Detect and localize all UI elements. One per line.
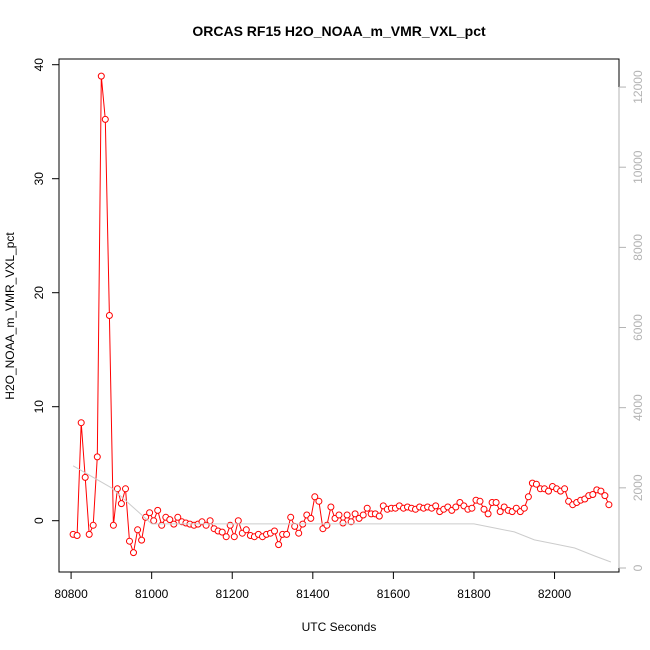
data-point: [89, 521, 97, 529]
x-tick-label: 81000: [135, 587, 169, 601]
data-point: [126, 537, 133, 545]
data-point: [105, 312, 113, 319]
y-tick-label: 0: [32, 517, 46, 524]
data-point: [158, 521, 166, 529]
data-point: [117, 500, 125, 508]
data-point: [601, 492, 609, 500]
data-point: [113, 485, 121, 493]
y2-tick-label: 4000: [631, 394, 645, 421]
data-point: [480, 505, 488, 513]
data-point: [122, 485, 129, 493]
y-tick-label: 20: [32, 286, 46, 300]
data-point: [85, 530, 93, 538]
data-point: [452, 503, 460, 511]
series-layer: [69, 72, 613, 563]
y2-tick-label: 10000: [631, 150, 645, 184]
data-point: [496, 508, 504, 516]
data-point: [492, 499, 500, 506]
y-axis: 0 10 20 30 40: [32, 58, 60, 524]
data-point: [351, 510, 359, 518]
y2-tick-label: 8000: [631, 234, 645, 261]
data-point: [315, 497, 323, 505]
data-point: [166, 516, 174, 524]
data-point: [77, 419, 85, 427]
data-point: [484, 510, 492, 518]
data-point: [283, 530, 291, 538]
y-axis-label: H2O_NOAA_m_VMR_VXL_pct: [3, 232, 17, 400]
plot-frame: [58, 58, 620, 573]
y2-tick-label: 0: [631, 564, 645, 571]
data-point: [222, 533, 230, 541]
y2-tick-label: 2000: [631, 474, 645, 501]
data-point: [271, 527, 278, 535]
data-point: [532, 480, 540, 488]
data-point: [109, 521, 117, 529]
data-point: [561, 485, 569, 493]
data-point: [93, 453, 101, 461]
data-point: [97, 72, 105, 80]
data-point: [101, 115, 109, 123]
series-line: [72, 76, 610, 555]
data-point: [520, 504, 528, 512]
data-point: [134, 526, 142, 534]
series-line: [72, 465, 612, 563]
data-point: [363, 504, 371, 512]
data-point: [589, 491, 597, 498]
data-point: [275, 541, 283, 549]
x-axis-label: UTC Seconds: [302, 620, 377, 634]
data-point: [138, 536, 146, 544]
data-point: [343, 511, 351, 519]
data-point: [335, 511, 343, 519]
y2-axis: 0 2000 4000 6000 8000 10000 12000: [618, 70, 645, 571]
data-point: [206, 517, 214, 525]
x-tick-label: 80800: [54, 587, 88, 601]
data-point: [545, 487, 552, 495]
data-point: [226, 521, 234, 529]
x-tick-label: 81600: [377, 587, 411, 601]
data-point: [174, 513, 182, 521]
data-point: [347, 518, 355, 526]
data-point: [230, 533, 238, 541]
data-point: [81, 473, 89, 481]
primary-series: [69, 72, 613, 557]
y-tick-label: 10: [32, 400, 46, 414]
data-point: [311, 493, 319, 501]
data-point: [359, 511, 367, 519]
data-point: [154, 506, 162, 514]
x-axis: 80800 81000 81200 81400 81600 81800 82000: [54, 571, 572, 601]
data-point: [218, 528, 226, 536]
data-point: [146, 509, 154, 517]
x-tick-label: 81800: [457, 587, 491, 601]
data-point: [476, 497, 484, 505]
data-point: [287, 513, 295, 521]
data-point: [432, 502, 440, 510]
y2-tick-label: 12000: [631, 70, 645, 104]
data-point: [242, 526, 250, 534]
data-point: [73, 532, 81, 539]
y-tick-label: 30: [32, 172, 46, 186]
x-tick-label: 81200: [216, 587, 250, 601]
secondary-series: [72, 465, 612, 563]
data-point: [327, 503, 335, 511]
x-tick-label: 82000: [538, 587, 572, 601]
data-point: [605, 501, 613, 509]
data-point: [150, 517, 158, 525]
x-tick-label: 81400: [296, 587, 330, 601]
data-point: [597, 487, 605, 495]
data-point: [234, 517, 242, 525]
data-point: [142, 513, 150, 521]
data-point: [130, 549, 137, 557]
data-point: [468, 504, 476, 512]
data-point: [339, 519, 347, 527]
y-tick-label: 40: [32, 58, 46, 72]
data-point: [375, 512, 383, 520]
data-point: [307, 514, 315, 522]
data-point: [524, 493, 532, 501]
y2-tick-label: 6000: [631, 314, 645, 341]
data-point: [295, 529, 303, 537]
chart-title: ORCAS RF15 H2O_NOAA_m_VMR_VXL_pct: [192, 23, 486, 39]
data-point: [323, 521, 331, 529]
